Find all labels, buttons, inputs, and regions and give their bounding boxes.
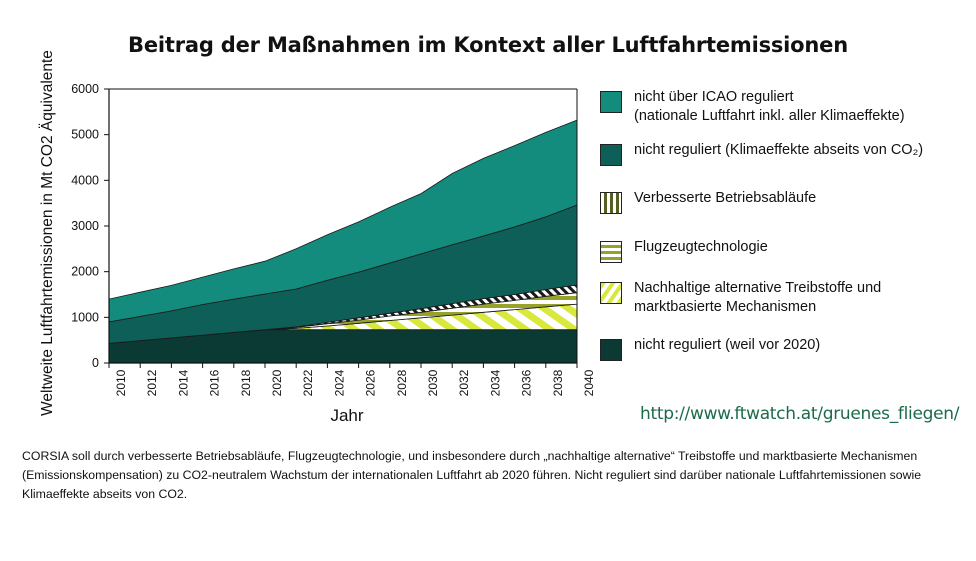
x-tick-label: 2040 — [582, 369, 596, 396]
legend-swatch — [600, 339, 622, 361]
y-tick-label: 3000 — [71, 219, 99, 233]
x-tick-label: 2016 — [208, 369, 222, 396]
x-tick-label: 2020 — [270, 369, 284, 396]
x-tick-label: 2014 — [176, 369, 190, 396]
legend-label: Nachhaltige alternative Treibstoffe und … — [634, 280, 882, 315]
legend-swatch — [600, 144, 622, 166]
chart-title: Beitrag der Maßnahmen im Kontext aller L… — [128, 33, 848, 57]
y-tick-label: 2000 — [71, 265, 99, 279]
x-tick-label: 2034 — [488, 369, 502, 396]
legend-item-saf: Nachhaltige alternative Treibstoffe und … — [600, 279, 970, 317]
y-axis-label: Weltweite Luftfahrtemissionen in Mt CO2 … — [39, 50, 56, 416]
legend-swatch — [600, 282, 622, 304]
x-tick-label: 2026 — [364, 369, 378, 396]
x-tick-label: 2022 — [301, 369, 315, 396]
x-tick-label: 2012 — [145, 369, 159, 396]
legend-item-dark: nicht reguliert (weil vor 2020) — [600, 336, 970, 361]
legend-label: nicht über ICAO reguliert (nationale Luf… — [634, 89, 905, 124]
x-tick-label: 2010 — [114, 369, 128, 396]
y-tick-label: 1000 — [71, 310, 99, 324]
y-tick-label: 6000 — [71, 82, 99, 96]
legend-swatch — [600, 91, 622, 113]
legend-label: Verbesserte Betriebsabläufe — [634, 190, 817, 206]
x-tick-label: 2032 — [457, 369, 471, 396]
x-axis-label: Jahr — [330, 406, 363, 425]
x-tick-label: 2024 — [332, 369, 346, 396]
x-tick-label: 2028 — [395, 369, 409, 396]
y-tick-label: 5000 — [71, 128, 99, 142]
x-tick-label: 2038 — [551, 369, 565, 396]
y-tick-label: 0 — [92, 356, 99, 370]
legend-swatch — [600, 192, 622, 214]
x-tick-label: 2018 — [239, 369, 253, 396]
x-tick-label: 2030 — [426, 369, 440, 396]
legend-label: nicht reguliert (weil vor 2020) — [634, 337, 821, 353]
legend-item-ops: Verbesserte Betriebsabläufe — [600, 189, 970, 214]
legend-item-tech: Flugzeugtechnologie — [600, 238, 970, 263]
legend-label: Flugzeugtechnologie — [634, 239, 768, 255]
source-url[interactable]: http://www.ftwatch.at/gruenes_fliegen/ — [640, 404, 960, 424]
legend-swatch — [600, 241, 622, 263]
caption: CORSIA soll durch verbesserte Betriebsab… — [22, 449, 922, 501]
x-tick-label: 2036 — [520, 369, 534, 396]
y-tick-label: 4000 — [71, 173, 99, 187]
legend-item-non_co2: nicht reguliert (Klimaeffekte abseits vo… — [600, 141, 970, 166]
legend-label: nicht reguliert (Klimaeffekte abseits vo… — [634, 142, 924, 158]
legend-item-icao: nicht über ICAO reguliert (nationale Luf… — [600, 88, 970, 126]
